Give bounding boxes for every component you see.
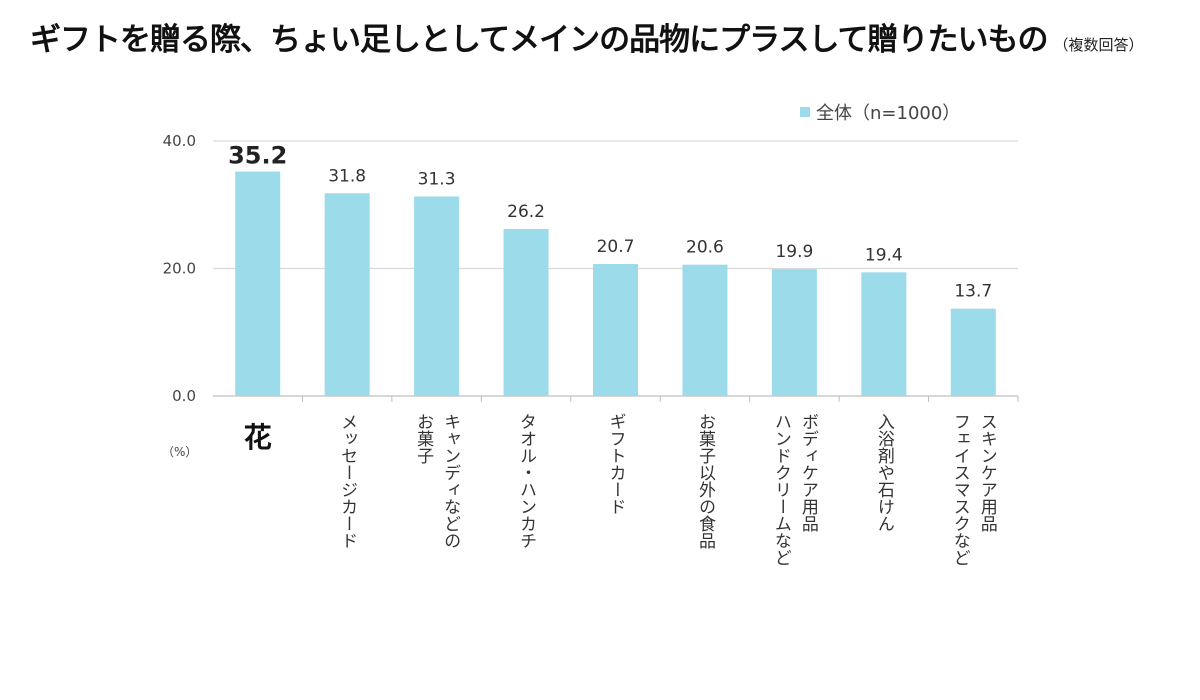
x-tick-label: タオル・ハンカチ xyxy=(516,413,536,549)
x-tick-label: ハンドクリームなど xyxy=(771,413,791,566)
bar xyxy=(861,272,907,396)
y-tick-label: 20.0 xyxy=(163,260,196,278)
legend-swatch xyxy=(800,107,810,117)
data-label: 35.2 xyxy=(228,142,287,170)
bar xyxy=(950,308,996,396)
data-label: 19.9 xyxy=(775,242,813,262)
y-tick-label: 40.0 xyxy=(163,132,196,150)
data-label: 20.6 xyxy=(686,238,724,258)
bar xyxy=(235,171,281,396)
data-label: 26.2 xyxy=(507,202,545,222)
data-label: 19.4 xyxy=(865,245,903,265)
data-label: 31.3 xyxy=(418,169,456,189)
x-tick-label: メッセージカード xyxy=(337,413,357,549)
bar xyxy=(503,228,549,396)
bar xyxy=(771,269,817,396)
data-label: 31.8 xyxy=(328,166,366,186)
x-tick-label: お菓子 xyxy=(413,413,434,464)
x-tick-label: ギフトカード xyxy=(606,413,626,515)
chart-subtitle: （複数回答） xyxy=(1053,36,1144,54)
x-tick-label: 入浴剤や石けん xyxy=(874,413,895,532)
x-tick-label: お菓子以外の食品 xyxy=(695,413,716,549)
x-tick-label: キャンディなどの xyxy=(440,413,460,549)
chart-title-text: ギフトを贈る際、ちょい足しとしてメインの品物にプラスして贈りたいもの xyxy=(30,22,1049,58)
bar xyxy=(682,264,728,396)
chart-title: ギフトを贈る際、ちょい足しとしてメインの品物にプラスして贈りたいもの （複数回答） xyxy=(30,14,1144,59)
x-tick-label: フェイスマスクなど xyxy=(950,413,970,566)
bar xyxy=(593,264,638,396)
data-label: 20.7 xyxy=(597,237,635,257)
x-tick-label: 花 xyxy=(244,421,272,454)
bar xyxy=(414,196,460,396)
unit-label: （%） xyxy=(162,445,198,459)
legend-label: 全体（n=1000） xyxy=(816,103,961,124)
y-tick-label: 0.0 xyxy=(172,387,196,405)
x-tick-label: スキンケア用品 xyxy=(977,413,998,532)
chart-legend: 全体（n=1000） xyxy=(800,99,960,125)
data-label: 13.7 xyxy=(954,282,992,302)
x-tick-label: ボディケア用品 xyxy=(798,413,819,532)
bar xyxy=(324,193,370,396)
